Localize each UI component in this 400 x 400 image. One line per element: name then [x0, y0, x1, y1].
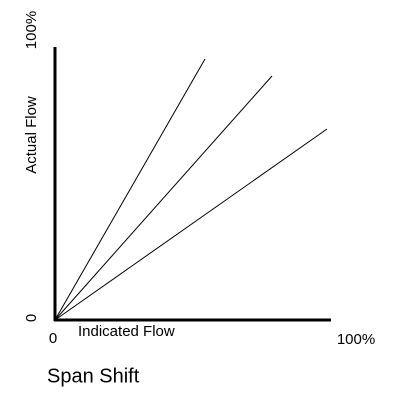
diagram-title: Span Shift	[47, 365, 140, 387]
shift-line-nominal	[54, 75, 273, 321]
x-axis-label: Indicated Flow	[78, 323, 175, 340]
y-max-label: 100%	[23, 11, 40, 49]
y-axis-label: Actual Flow	[23, 96, 40, 174]
x-min-label: 0	[49, 330, 57, 347]
shift-line-low	[54, 128, 328, 321]
x-max-label: 100%	[337, 331, 375, 348]
shift-line-high	[54, 58, 206, 321]
y-min-label: 0	[23, 314, 40, 322]
